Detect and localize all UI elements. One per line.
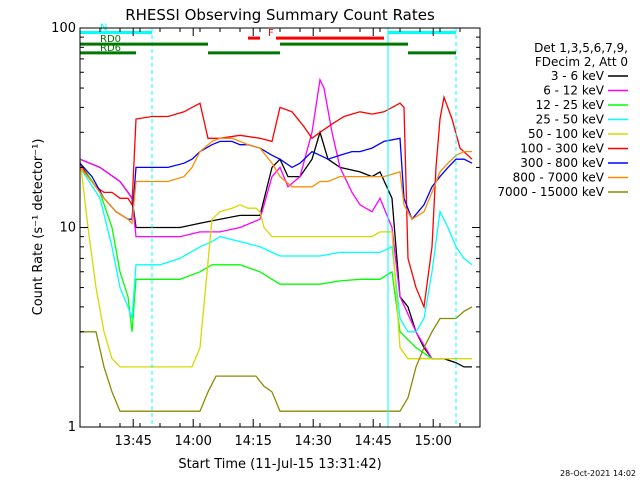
series-line-3	[79, 167, 473, 333]
legend-label-7: 800 - 7000 keV	[513, 171, 605, 185]
y-tick-label-2: 100	[51, 21, 76, 36]
annotation-label-5: RD6	[100, 43, 121, 54]
legend-header-line-1: Det 1,3,5,6,7,9,	[534, 41, 628, 55]
timestamp: 28-Oct-2021 14:02	[560, 469, 636, 478]
x-tick-label-0: 13:45	[114, 434, 151, 449]
legend-label-1: 6 - 12 keV	[543, 84, 605, 98]
series-line-4	[79, 159, 472, 368]
x-tick-label-4: 14:45	[354, 434, 391, 449]
series-line-7	[79, 137, 472, 225]
legend-label-3: 25 - 50 keV	[536, 113, 605, 127]
annotation-label-2: F	[268, 28, 274, 39]
series-line-5	[79, 94, 473, 310]
legend-label-8: 7000 - 15000 keV	[497, 185, 604, 199]
legend-label-5: 100 - 300 keV	[520, 142, 604, 156]
series-line-6	[79, 137, 473, 221]
chart-title: RHESSI Observing Summary Count Rates	[125, 6, 435, 24]
y-tick-label-1: 10	[59, 221, 76, 236]
series-line-8	[80, 306, 473, 412]
annotation-label-4: RD0	[100, 34, 121, 45]
legend-label-6: 300 - 800 keV	[520, 156, 604, 170]
x-tick-label-5: 15:00	[414, 434, 451, 449]
x-tick-label-3: 14:30	[294, 434, 331, 449]
series-line-1	[79, 77, 433, 360]
x-tick-label-2: 14:15	[234, 434, 271, 449]
legend-label-0: 3 - 6 keV	[551, 69, 605, 83]
series-lines	[79, 77, 473, 412]
series-line-2	[79, 162, 433, 360]
y-tick-label-0: 1	[68, 420, 76, 435]
series-line-0	[79, 130, 472, 368]
legend-label-2: 12 - 25 keV	[536, 98, 605, 112]
y-axis-label: Count Rate (s⁻¹ detector⁻¹)	[31, 139, 46, 316]
axis-ticks: 13:45 14:00 14:15 14:30 14:45 15:00 1 10 100	[51, 21, 481, 449]
legend-label-4: 50 - 100 keV	[528, 127, 605, 141]
x-tick-label-1: 14:00	[174, 434, 211, 449]
x-axis-label: Start Time (11-Jul-15 13:31:42)	[178, 457, 381, 472]
legend-header-line-2: FDecim 2, Att 0	[535, 55, 628, 69]
